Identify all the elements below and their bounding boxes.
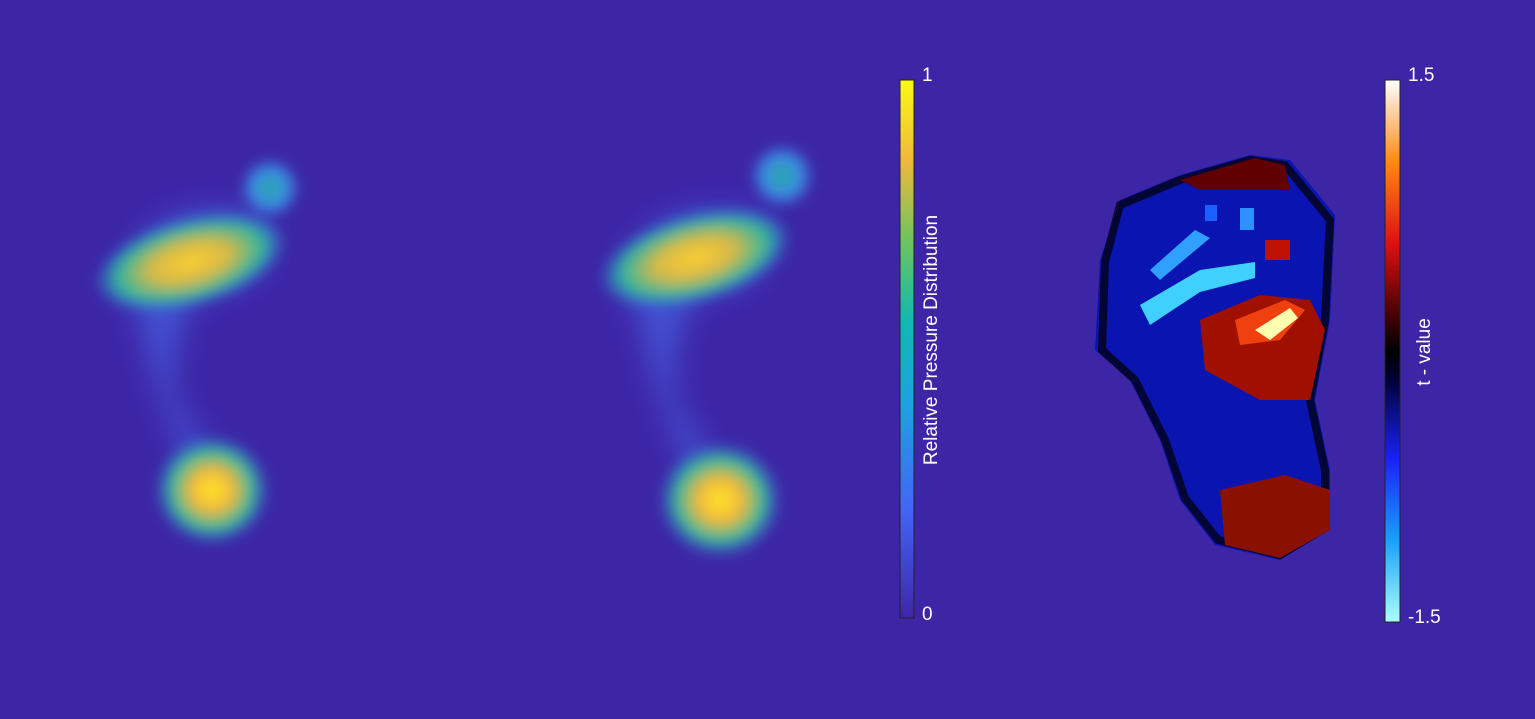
colorbar-label: Relative Pressure Distribution [921, 215, 942, 465]
colorbar [1384, 79, 1401, 623]
colorbar-min: -1.5 [1408, 607, 1441, 628]
pressure-map-left [92, 158, 300, 545]
colorbar-min: 0 [922, 604, 933, 625]
colorbar-t: 1.5 -1.5 t - value [1384, 65, 1441, 628]
colorbar-pressure: 1 0 Relative Pressure Distribution [899, 65, 942, 625]
colorbar-max: 1.5 [1408, 65, 1434, 86]
colorbar [899, 79, 915, 619]
pressure-map-middle [597, 144, 814, 558]
colorbar-max: 1 [922, 65, 933, 86]
t-value-map [1095, 155, 1335, 560]
colorbar-label: t - value [1414, 318, 1435, 386]
